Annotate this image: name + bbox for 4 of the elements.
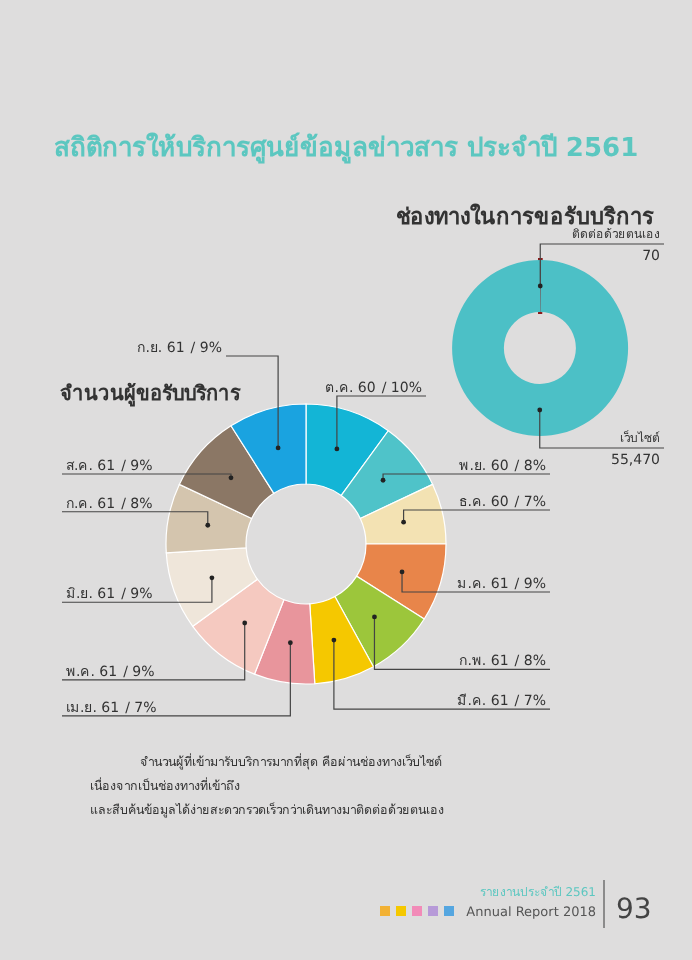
text: 93 bbox=[616, 894, 652, 926]
chart-title: สถิติการให้บริการศูนย์ข้อมูลข่าวสาร ประจำปี 2561 bbox=[53, 130, 639, 164]
text: จำนวนผู้ขอรับบริการ bbox=[60, 382, 242, 408]
chart-title: ช่องทางในการขอรับบริการ bbox=[396, 202, 654, 230]
